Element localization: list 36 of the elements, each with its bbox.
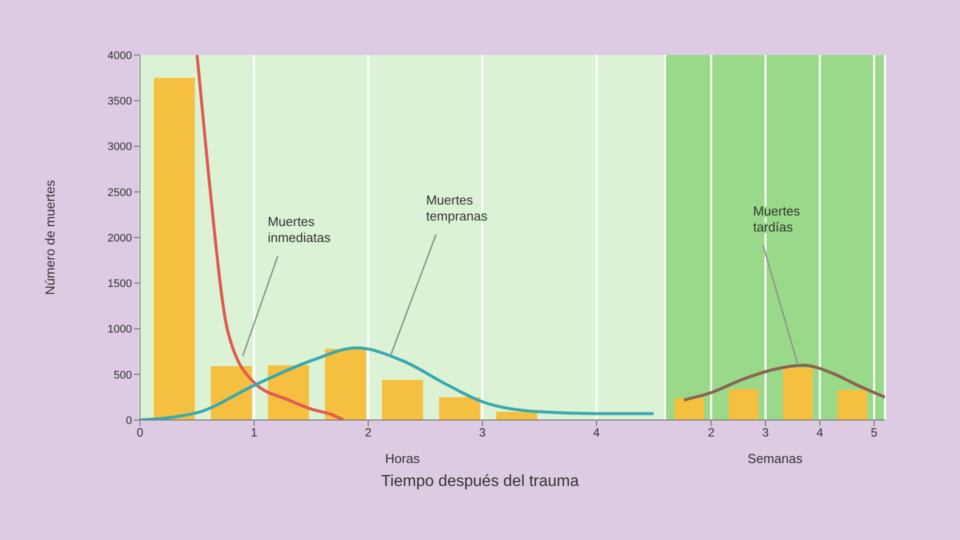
annotation: Muertes tempranas <box>426 192 488 224</box>
x-tick-label: 0 <box>136 426 144 440</box>
bar <box>154 78 195 420</box>
y-tick-label: 1000 <box>108 324 132 336</box>
x-tick-label: 5 <box>870 426 878 440</box>
text: Tiempo después del trauma <box>380 473 580 491</box>
x-tick-label: 3 <box>762 426 770 440</box>
y-tick-label: 1500 <box>108 278 132 290</box>
y-tick-label: 3000 <box>108 141 132 154</box>
x-tick-label: 3 <box>479 426 486 440</box>
bar <box>382 380 424 420</box>
y-tick-label: 3500 <box>108 96 132 108</box>
x-tick-label: 2 <box>708 426 715 440</box>
x-tick-label: 4 <box>593 426 600 440</box>
x-tick-label: 4 <box>816 426 824 440</box>
bar <box>782 368 813 420</box>
x-tick-label: 2 <box>364 426 372 440</box>
y-tick-label: 2500 <box>108 186 132 199</box>
y-tick-label: 0 <box>126 414 132 427</box>
y-tick-label: 4000 <box>108 50 132 62</box>
x-axis-title: Semanas <box>748 451 803 466</box>
x-tick-label: 1 <box>250 426 258 440</box>
y-tick-label: 2000 <box>108 232 132 244</box>
y-axis-title: Número de muertes <box>42 180 58 295</box>
bar <box>674 398 704 420</box>
bar <box>210 366 252 420</box>
bar <box>439 397 480 420</box>
line-series <box>140 346 656 420</box>
line-series <box>196 55 345 420</box>
bar <box>837 390 868 420</box>
y-tick-label: 500 <box>114 369 132 382</box>
bar <box>324 348 366 420</box>
x-axis-title: Horas <box>385 451 420 466</box>
bar <box>496 412 538 420</box>
annotation: Muertes inmediatas <box>268 214 332 246</box>
bar <box>728 388 759 420</box>
